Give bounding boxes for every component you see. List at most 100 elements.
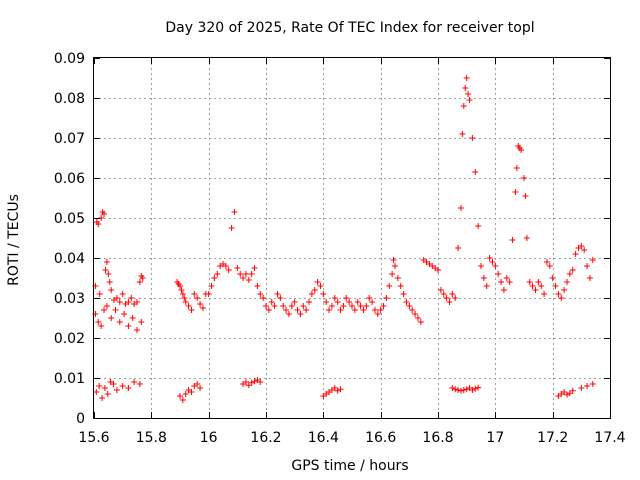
data-point xyxy=(234,265,241,271)
y-tick-label: 0.05 xyxy=(54,211,85,227)
data-point xyxy=(466,97,473,103)
data-point xyxy=(363,303,370,309)
data-point xyxy=(459,131,466,137)
data-point xyxy=(294,307,301,313)
data-point xyxy=(113,387,120,393)
x-tick-label: 17 xyxy=(486,430,504,446)
data-point xyxy=(357,303,364,309)
data-point xyxy=(581,247,588,253)
data-point xyxy=(179,291,186,297)
data-point xyxy=(449,291,456,297)
data-point xyxy=(532,287,539,293)
data-point xyxy=(460,387,467,393)
data-point xyxy=(121,311,128,317)
data-point xyxy=(103,303,110,309)
x-tick-label: 16.8 xyxy=(422,430,453,446)
data-point xyxy=(211,275,218,281)
data-point xyxy=(271,303,278,309)
data-point xyxy=(412,311,419,317)
data-point xyxy=(331,385,338,391)
chart-title: Day 320 of 2025, Rate Of TEC Index for r… xyxy=(165,20,534,36)
data-point xyxy=(480,275,487,281)
data-point xyxy=(102,267,109,273)
data-point xyxy=(546,263,553,269)
data-point xyxy=(475,384,482,391)
data-point xyxy=(104,391,111,397)
data-point xyxy=(435,267,441,273)
data-point xyxy=(334,387,341,394)
data-point xyxy=(455,245,462,251)
data-point xyxy=(409,307,416,313)
x-tick-label: 15.8 xyxy=(136,430,167,446)
data-point xyxy=(119,291,126,297)
data-point xyxy=(389,271,396,277)
data-point xyxy=(306,299,312,305)
data-point xyxy=(231,209,238,215)
data-point xyxy=(360,307,367,313)
data-point xyxy=(308,291,315,297)
data-point xyxy=(486,255,493,261)
axis-ticks xyxy=(94,58,611,419)
data-point xyxy=(101,211,108,217)
data-point xyxy=(197,301,204,307)
data-point xyxy=(128,295,135,301)
data-point xyxy=(108,315,115,321)
data-point xyxy=(578,385,585,391)
data-point xyxy=(254,283,261,289)
data-points xyxy=(92,75,596,403)
x-tick-label: 16 xyxy=(200,430,218,446)
data-point xyxy=(136,381,143,387)
data-point xyxy=(569,267,576,273)
data-point xyxy=(397,283,404,289)
data-point xyxy=(526,279,533,285)
data-point xyxy=(237,271,244,277)
data-point xyxy=(558,295,565,301)
data-point xyxy=(503,275,510,281)
data-point xyxy=(194,381,201,387)
data-point xyxy=(369,299,376,305)
data-point xyxy=(317,283,324,289)
data-point xyxy=(285,311,292,317)
data-point xyxy=(197,385,204,391)
data-point xyxy=(314,279,321,285)
data-point xyxy=(555,291,562,297)
data-point xyxy=(463,386,470,393)
data-point xyxy=(386,283,393,289)
data-point xyxy=(125,385,132,391)
data-point xyxy=(134,299,140,305)
data-point xyxy=(475,223,482,229)
data-point xyxy=(242,379,249,385)
data-point xyxy=(188,389,195,395)
y-tick-label: 0.09 xyxy=(54,51,85,67)
data-point xyxy=(291,299,298,305)
x-tick-label: 16.4 xyxy=(308,430,339,446)
data-point xyxy=(334,299,341,305)
data-point xyxy=(541,291,548,297)
data-point xyxy=(586,275,593,281)
data-point xyxy=(138,319,145,325)
data-point xyxy=(179,397,186,403)
data-point xyxy=(552,283,559,289)
plot-frame xyxy=(93,57,611,419)
data-point xyxy=(265,307,272,313)
y-tick-label: 0.01 xyxy=(54,371,85,387)
data-point xyxy=(178,287,185,293)
data-point xyxy=(538,283,545,289)
data-point xyxy=(248,271,255,277)
data-point xyxy=(105,271,112,277)
data-point xyxy=(320,291,327,297)
data-point xyxy=(331,295,338,301)
data-point xyxy=(349,303,355,309)
data-point xyxy=(188,307,195,313)
data-point xyxy=(414,315,421,321)
data-point xyxy=(136,279,143,285)
data-point xyxy=(257,379,264,385)
data-point xyxy=(498,279,505,285)
data-point xyxy=(101,385,108,391)
data-point xyxy=(280,303,287,309)
data-point xyxy=(572,251,579,257)
data-point xyxy=(472,169,479,175)
data-point xyxy=(106,279,113,285)
data-point xyxy=(251,378,258,385)
